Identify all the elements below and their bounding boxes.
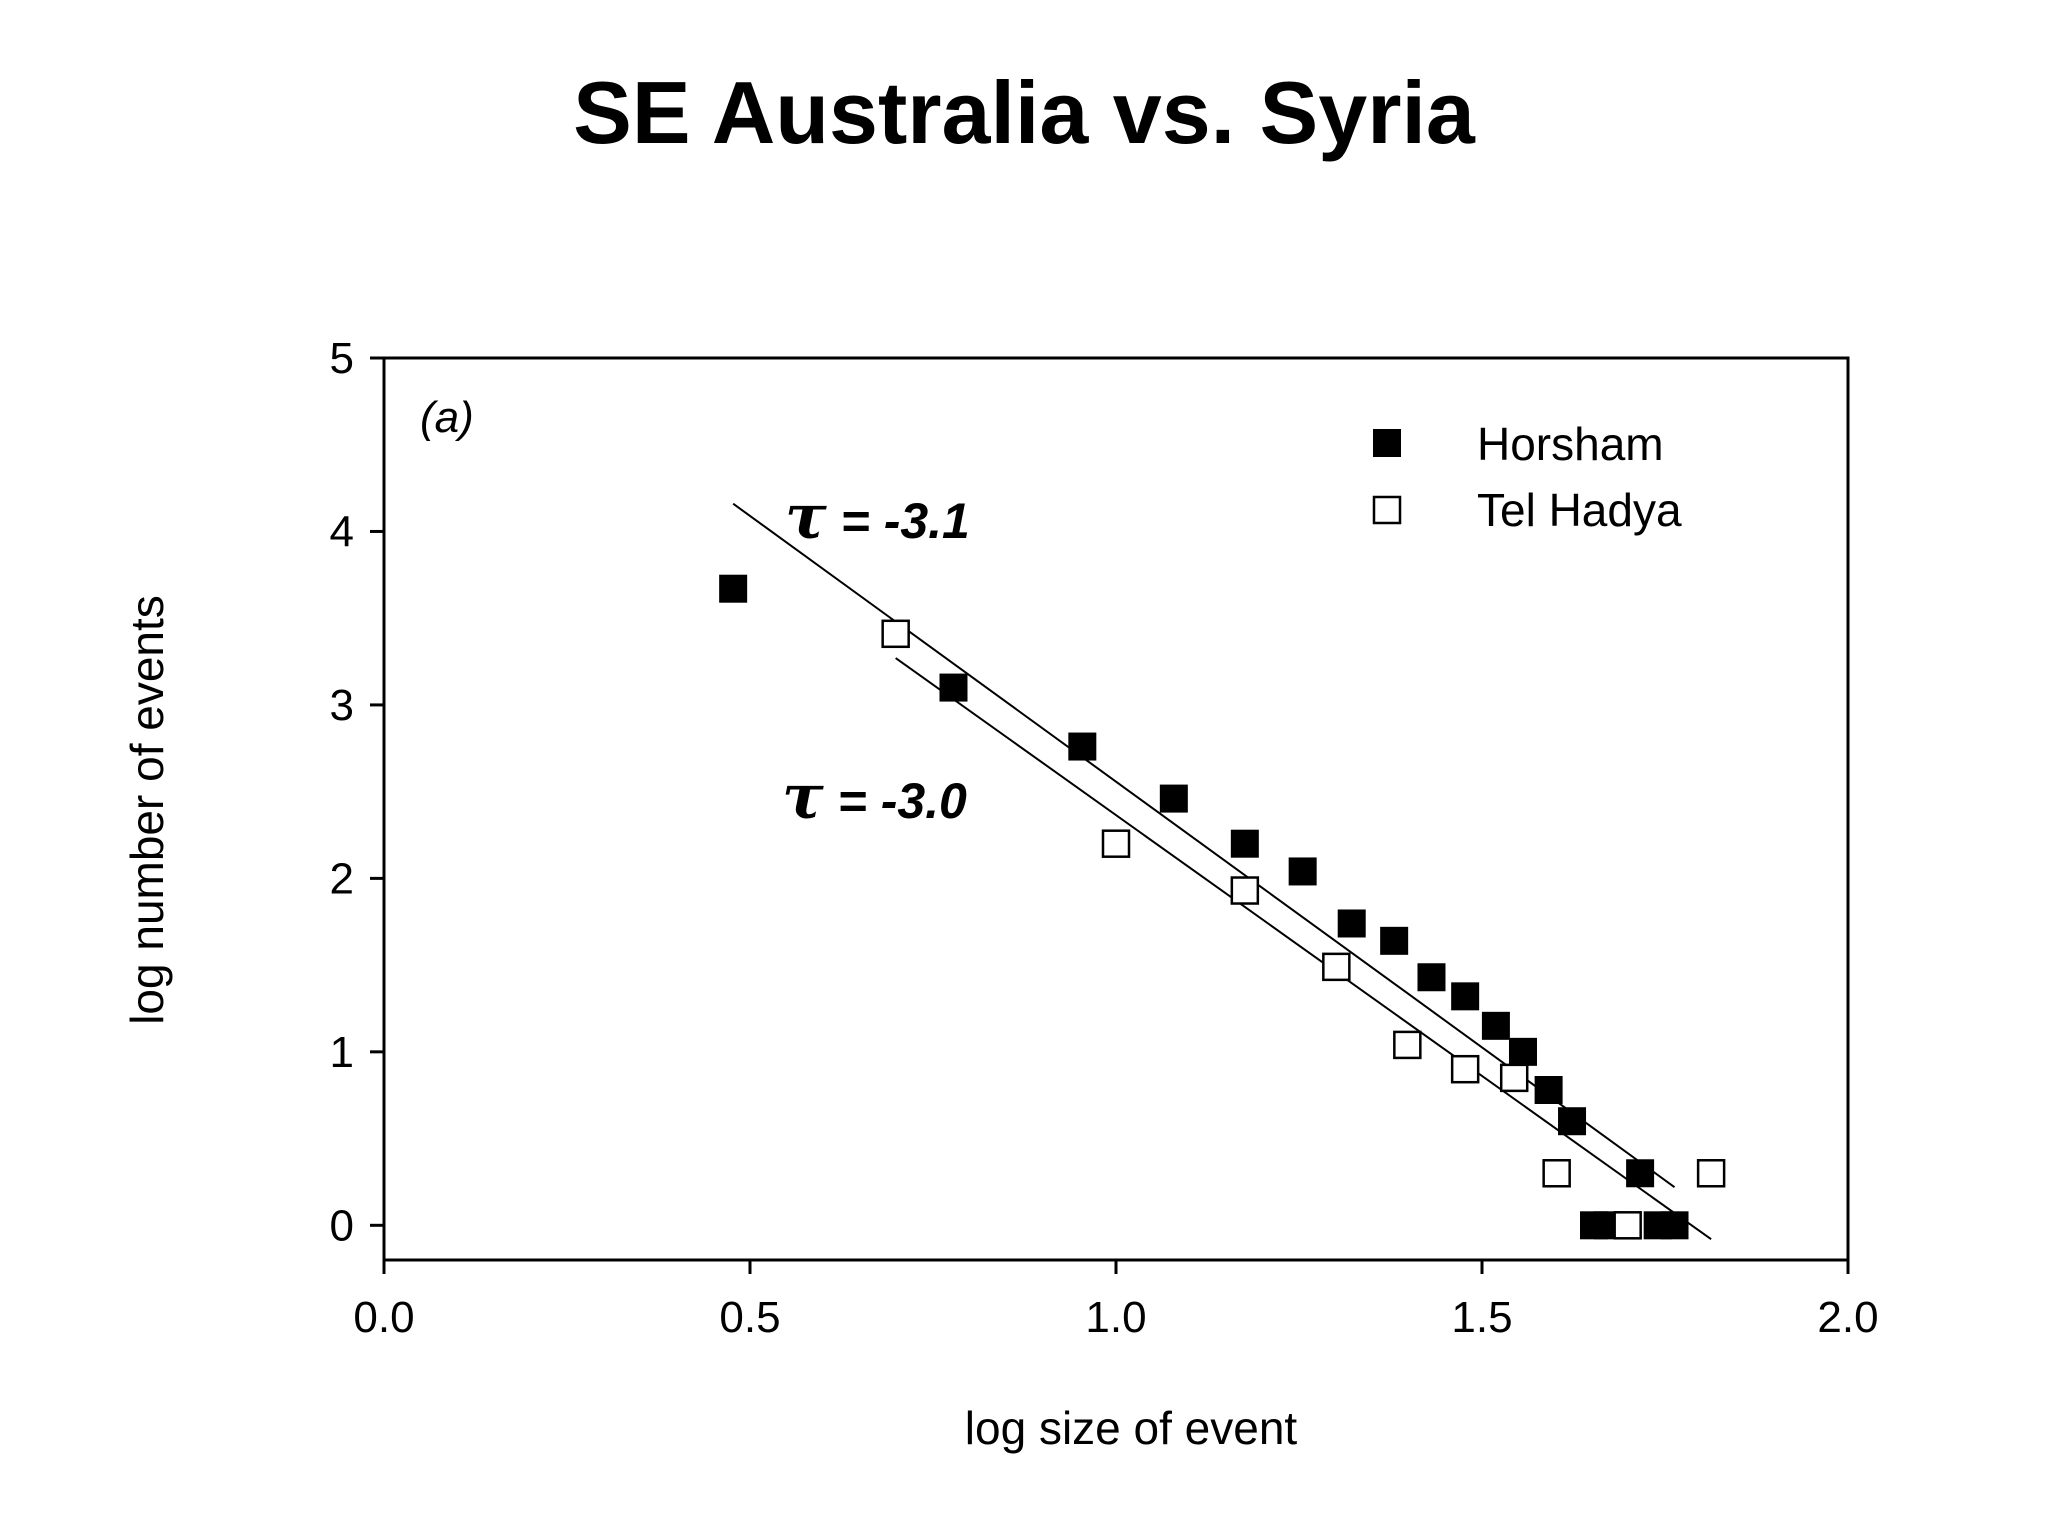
horsham-point [1337,909,1366,938]
horsham-point [1660,1211,1689,1240]
tel-hadya-point [1101,829,1131,858]
legend-marker-horsham [1373,429,1401,457]
tel-hadya-point [1542,1159,1571,1188]
horsham-point [1558,1107,1587,1136]
tel-hadya-point [1499,1063,1529,1093]
chart-title: SE Australia vs. Syria [573,63,1475,162]
horsham-point [1534,1076,1563,1105]
panel-label: (a) [420,393,474,442]
horsham-point [1508,1037,1537,1066]
y-axis-title: log number of events [121,595,173,1025]
x-axis-title: log size of event [965,1402,1298,1454]
x-tick-label: 0.0 [353,1293,414,1342]
tau-symbol-2: τ [782,760,824,833]
fit-line-2 [895,657,1712,1240]
y-tick-label: 2 [330,854,354,903]
horsham-point [1481,1011,1510,1040]
axes: 0.0 0.5 1.0 1.5 2.0 0 1 2 3 4 5 [330,334,1879,1342]
fit-label-2: τ = -3.0 [782,760,967,833]
tel-hadya-point [1696,1159,1726,1188]
fit-label-2-value: = -3.0 [824,773,967,829]
horsham-point [1230,829,1259,858]
horsham-point [719,574,748,603]
horsham-point [1159,784,1188,813]
tel-hadya-point [1393,1030,1422,1060]
legend: Horsham Tel Hadya [1372,418,1682,536]
legend-marker-tel-hadya [1372,495,1402,525]
tel-hadya-point [1322,952,1351,982]
horsham-point [1626,1159,1655,1188]
x-tick-label: 1.5 [1451,1293,1512,1342]
horsham-point [1068,732,1097,761]
fit-label-1-value: = -3.1 [827,493,970,549]
horsham-point [939,673,968,702]
horsham-point [1417,963,1446,992]
tel-hadya-point [1450,1054,1480,1084]
fit-label-1: τ = -3.1 [785,480,970,553]
x-tick-label: 0.5 [719,1293,780,1342]
horsham-point [1380,926,1409,955]
tel-hadya-point [1230,876,1260,905]
y-tick-label: 4 [330,507,354,556]
data-points [719,574,1726,1240]
horsham-point [1288,857,1317,886]
tel-hadya-point [1613,1211,1642,1240]
x-tick-label: 1.0 [1085,1293,1146,1342]
x-tick-label: 2.0 [1817,1293,1878,1342]
y-tick-label: 1 [330,1028,354,1077]
fit-line-1 [732,502,1676,1188]
y-tick-label: 5 [330,334,354,383]
horsham-point [1451,982,1480,1011]
legend-label-horsham: Horsham [1477,418,1664,470]
y-tick-label: 3 [330,681,354,730]
legend-label-tel-hadya: Tel Hadya [1477,484,1682,536]
tau-symbol-1: τ [785,480,827,553]
y-tick-label: 0 [330,1201,354,1250]
tel-hadya-point [881,619,910,649]
